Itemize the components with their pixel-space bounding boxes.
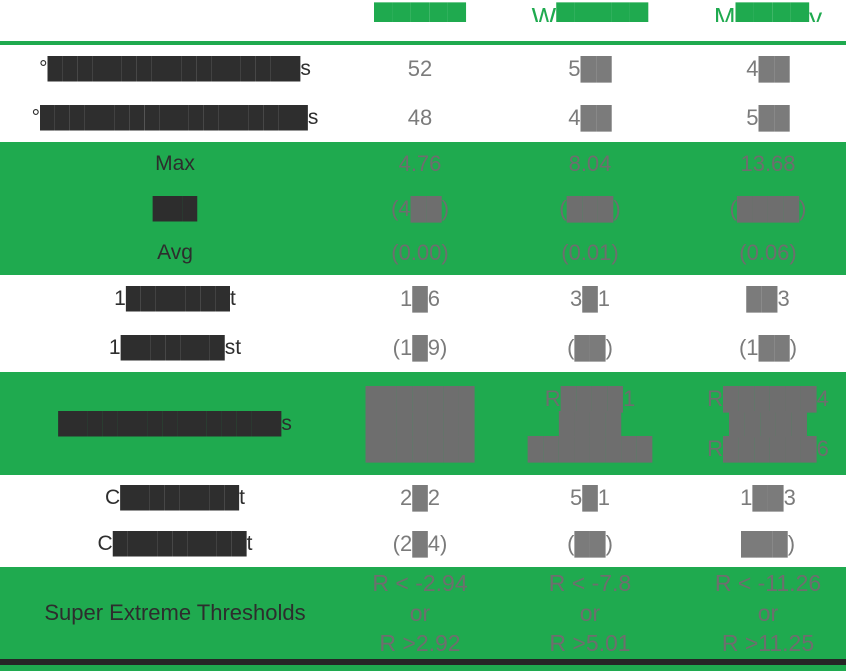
row-highest-daily: 1█6	[399, 286, 441, 311]
row-min-weekly: (███)	[559, 195, 621, 221]
row-extreme-thresholds: ███████████████s ███████ ███████ ███████…	[0, 372, 846, 475]
row-super-extreme-thresholds-monthly: R < -11.26 or R >11.25	[690, 568, 846, 658]
header-col-weekly-redacted: W█████	[531, 2, 649, 22]
row-min: ███ (4██) (███) (████)	[0, 186, 846, 231]
row-current-1-monthly: 1██3	[740, 485, 796, 510]
row-current-1: C████████t 2█2 5█1 1██3	[0, 475, 846, 521]
row-current-1-label: C████████t	[104, 486, 246, 509]
row-percent-2-weekly: 4██	[568, 104, 612, 130]
row-lowest-daily: (1█9)	[392, 334, 448, 360]
row-min-label: ███	[152, 196, 198, 220]
row-lowest-weekly: (██)	[567, 334, 613, 360]
row-max-daily: 4.76	[398, 151, 442, 176]
row-max-monthly: 13.68	[740, 151, 796, 176]
row-avg-monthly: (0.06)	[739, 240, 797, 265]
row-extreme-thresholds-label: ███████████████s	[58, 411, 292, 435]
threshold-line: or	[757, 600, 779, 626]
threshold-line: or	[579, 600, 601, 626]
row-highest-monthly: ██3	[746, 286, 790, 311]
threshold-line: R < -7.8	[548, 570, 632, 596]
header-separator-line	[0, 41, 846, 45]
threshold-line: R < -2.94	[372, 570, 468, 596]
bottom-green-strip	[0, 665, 846, 671]
row-super-extreme-thresholds: Super Extreme Thresholds R < -2.94 or R …	[0, 567, 846, 659]
row-lowest-monthly: (1██)	[738, 334, 798, 360]
row-avg: Avg (0.00) (0.01) (0.06)	[0, 231, 846, 275]
row-current-2-daily: (2█4)	[392, 531, 448, 556]
row-min-daily: (4██)	[390, 195, 450, 221]
header-col-monthly: M████y	[690, 0, 846, 22]
row-max-label: Max	[155, 152, 195, 175]
row-current-2-label: C█████████t	[97, 532, 253, 555]
row-highest-weekly: 3█1	[569, 286, 611, 311]
row-extreme-thresholds-daily: ███████ ███████ ███████	[350, 386, 490, 461]
threshold-line: R██████4	[707, 386, 829, 411]
threshold-line: ████████	[527, 436, 653, 461]
row-super-extreme-thresholds-daily: R < -2.94 or R >2.92	[350, 568, 490, 658]
row-avg-label: Avg	[157, 241, 193, 264]
row-percent-2-daily: 48	[407, 104, 433, 130]
row-super-extreme-thresholds-weekly: R < -7.8 or R >5.01	[490, 568, 690, 658]
threshold-line: R < -11.26	[714, 570, 822, 596]
row-highest-label: 1███████t	[114, 287, 236, 310]
row-percent-2-monthly: 5██	[746, 104, 790, 130]
row-current-2-weekly: (██)	[567, 531, 613, 556]
row-avg-daily: (0.00)	[391, 240, 449, 265]
threshold-line: ███████	[365, 436, 475, 461]
row-avg-weekly: (0.01)	[561, 240, 619, 265]
row-extreme-thresholds-monthly: R██████4 █████ R██████6	[690, 386, 846, 461]
threshold-line: ████	[558, 411, 622, 436]
row-max: Max 4.76 8.04 13.68	[0, 142, 846, 186]
row-min-monthly: (████)	[729, 195, 807, 221]
row-max-weekly: 8.04	[568, 151, 612, 176]
header-col-weekly: W█████	[490, 0, 690, 22]
row-current-1-weekly: 5█1	[569, 485, 611, 510]
row-percent-1: °█████████████████s 52 5██ 4██	[0, 45, 846, 93]
header-col-monthly-redacted: M████y	[713, 2, 823, 22]
row-percent-1-monthly: 4██	[746, 56, 790, 81]
header-gap	[0, 22, 846, 41]
row-percent-2: °██████████████████s 48 4██ 5██	[0, 93, 846, 142]
header-col-daily-redacted: █████	[373, 2, 467, 22]
row-super-extreme-thresholds-label: Super Extreme Thresholds	[44, 600, 306, 625]
row-lowest-label: 1███████st	[108, 335, 242, 359]
threshold-line: ███████	[365, 411, 475, 436]
header-col-daily: █████	[350, 0, 490, 22]
row-current-2: C█████████t (2█4) (██) ███)	[0, 521, 846, 567]
threshold-line: █████	[729, 411, 807, 436]
row-percent-2-label: °██████████████████s	[31, 105, 319, 129]
row-lowest: 1███████st (1█9) (██) (1██)	[0, 323, 846, 372]
row-current-1-daily: 2█2	[399, 485, 441, 510]
threshold-line: R >11.25	[721, 630, 815, 656]
row-percent-1-daily: 52	[407, 56, 433, 81]
threshold-line: R >2.92	[379, 630, 461, 656]
row-extreme-thresholds-weekly: R████1 ████ ████████	[490, 386, 690, 461]
threshold-line: R██████6	[707, 436, 829, 461]
threshold-line: R████1	[544, 386, 636, 411]
threshold-line: or	[409, 600, 431, 626]
row-highest: 1███████t 1█6 3█1 ██3	[0, 275, 846, 323]
threshold-line: R >5.01	[549, 630, 631, 656]
threshold-line: ███████	[365, 386, 475, 411]
bottom-border-line	[0, 659, 846, 665]
row-percent-1-label: °█████████████████s	[39, 57, 311, 80]
header-row: █████ W█████ M████y	[0, 0, 846, 22]
row-current-2-monthly: ███)	[740, 531, 796, 556]
row-percent-1-weekly: 5██	[568, 56, 612, 81]
